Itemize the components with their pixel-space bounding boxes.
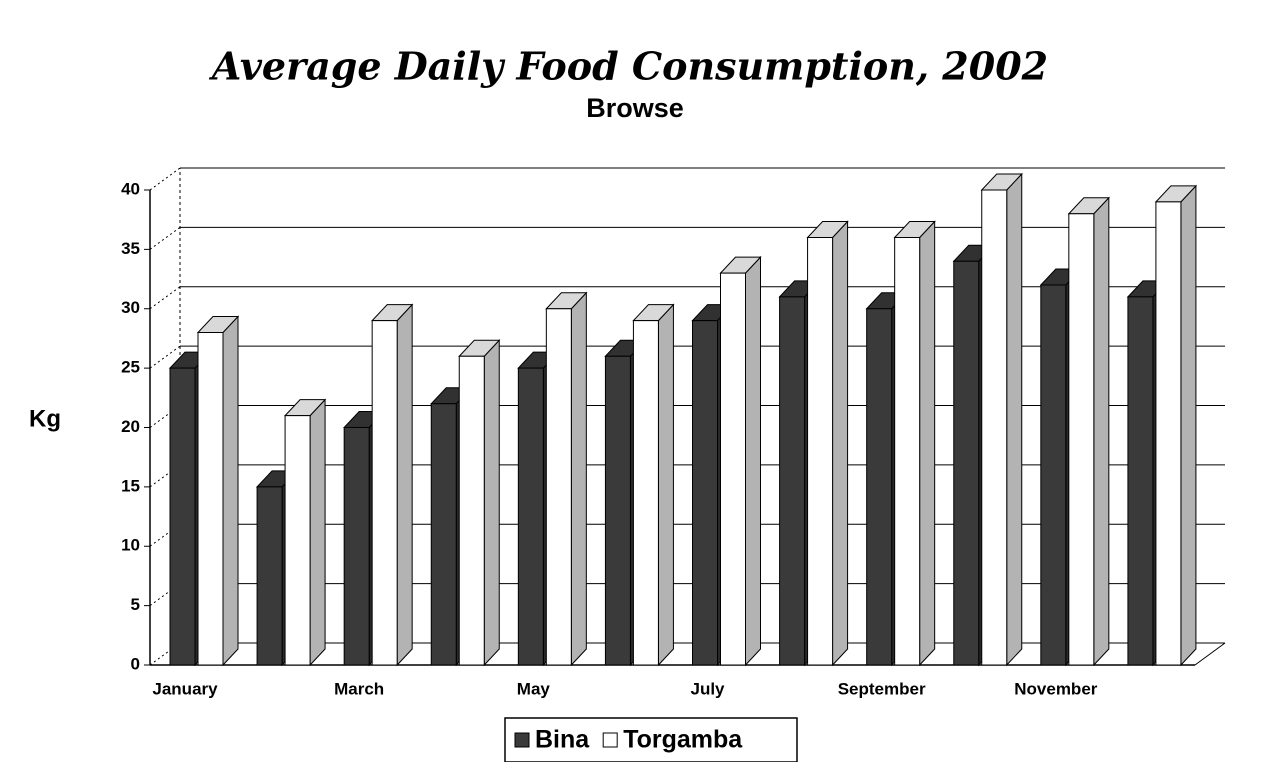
bar [894,237,921,666]
x-tick-label: November [1014,679,1098,698]
bar [256,486,283,666]
bar-side [657,303,674,667]
bar [953,260,980,666]
bar [866,308,893,666]
bar-side [396,303,413,667]
bar-side [832,220,849,667]
bar [517,367,544,666]
bar [430,403,457,666]
bar-side [1006,172,1023,667]
grid-line-side [149,226,181,250]
bar [779,296,806,666]
bar-side [919,220,936,667]
y-tick-label: 0 [131,654,140,673]
bar-side [222,315,239,667]
y-tick-label: 20 [121,417,140,436]
bar-side [1093,196,1110,667]
y-tick-label: 35 [121,239,140,258]
chart-subtitle: Browse [586,93,684,123]
bar-side [570,291,587,667]
y-tick-label: 30 [121,298,140,317]
y-tick-label: 5 [131,595,140,614]
bar [604,355,631,666]
legend-label: Bina [535,726,590,754]
bar [197,332,224,666]
x-tick-label: January [152,679,218,698]
bar [692,320,718,666]
bar-side [745,255,761,667]
bar [343,427,370,666]
bar-side [1180,184,1197,667]
floor-edge [1194,642,1226,666]
y-tick-label: 15 [121,476,140,495]
bar [458,355,485,666]
bar [632,320,659,666]
bar [1155,201,1182,666]
chart-title: Average Daily Food Consumption, 2002 [209,44,1048,89]
bar [169,367,196,666]
bar [981,189,1008,666]
grid-line-side [149,345,181,369]
legend-swatch [514,732,530,748]
bar [807,237,834,666]
grid-line-side [149,286,181,310]
bar [1040,284,1067,666]
bar [1068,213,1095,666]
legend-label: Torgamba [623,726,743,754]
legend-swatch [602,732,618,748]
bar [720,272,746,666]
bar-side [483,338,500,667]
y-tick-label: 40 [121,179,140,198]
bar [1127,296,1154,666]
grid-line-side [149,167,181,191]
bar [371,320,398,666]
x-tick-label: September [838,679,926,698]
x-tick-label: May [517,679,551,698]
x-tick-label: March [334,679,384,698]
bar [284,415,311,666]
bar [545,308,572,666]
y-tick-label: 25 [121,358,140,377]
legend-box [504,717,798,762]
x-tick-label: July [690,679,725,698]
y-axis-label: Kg [29,405,61,432]
y-tick-label: 10 [121,536,140,555]
bar-side [309,398,326,667]
